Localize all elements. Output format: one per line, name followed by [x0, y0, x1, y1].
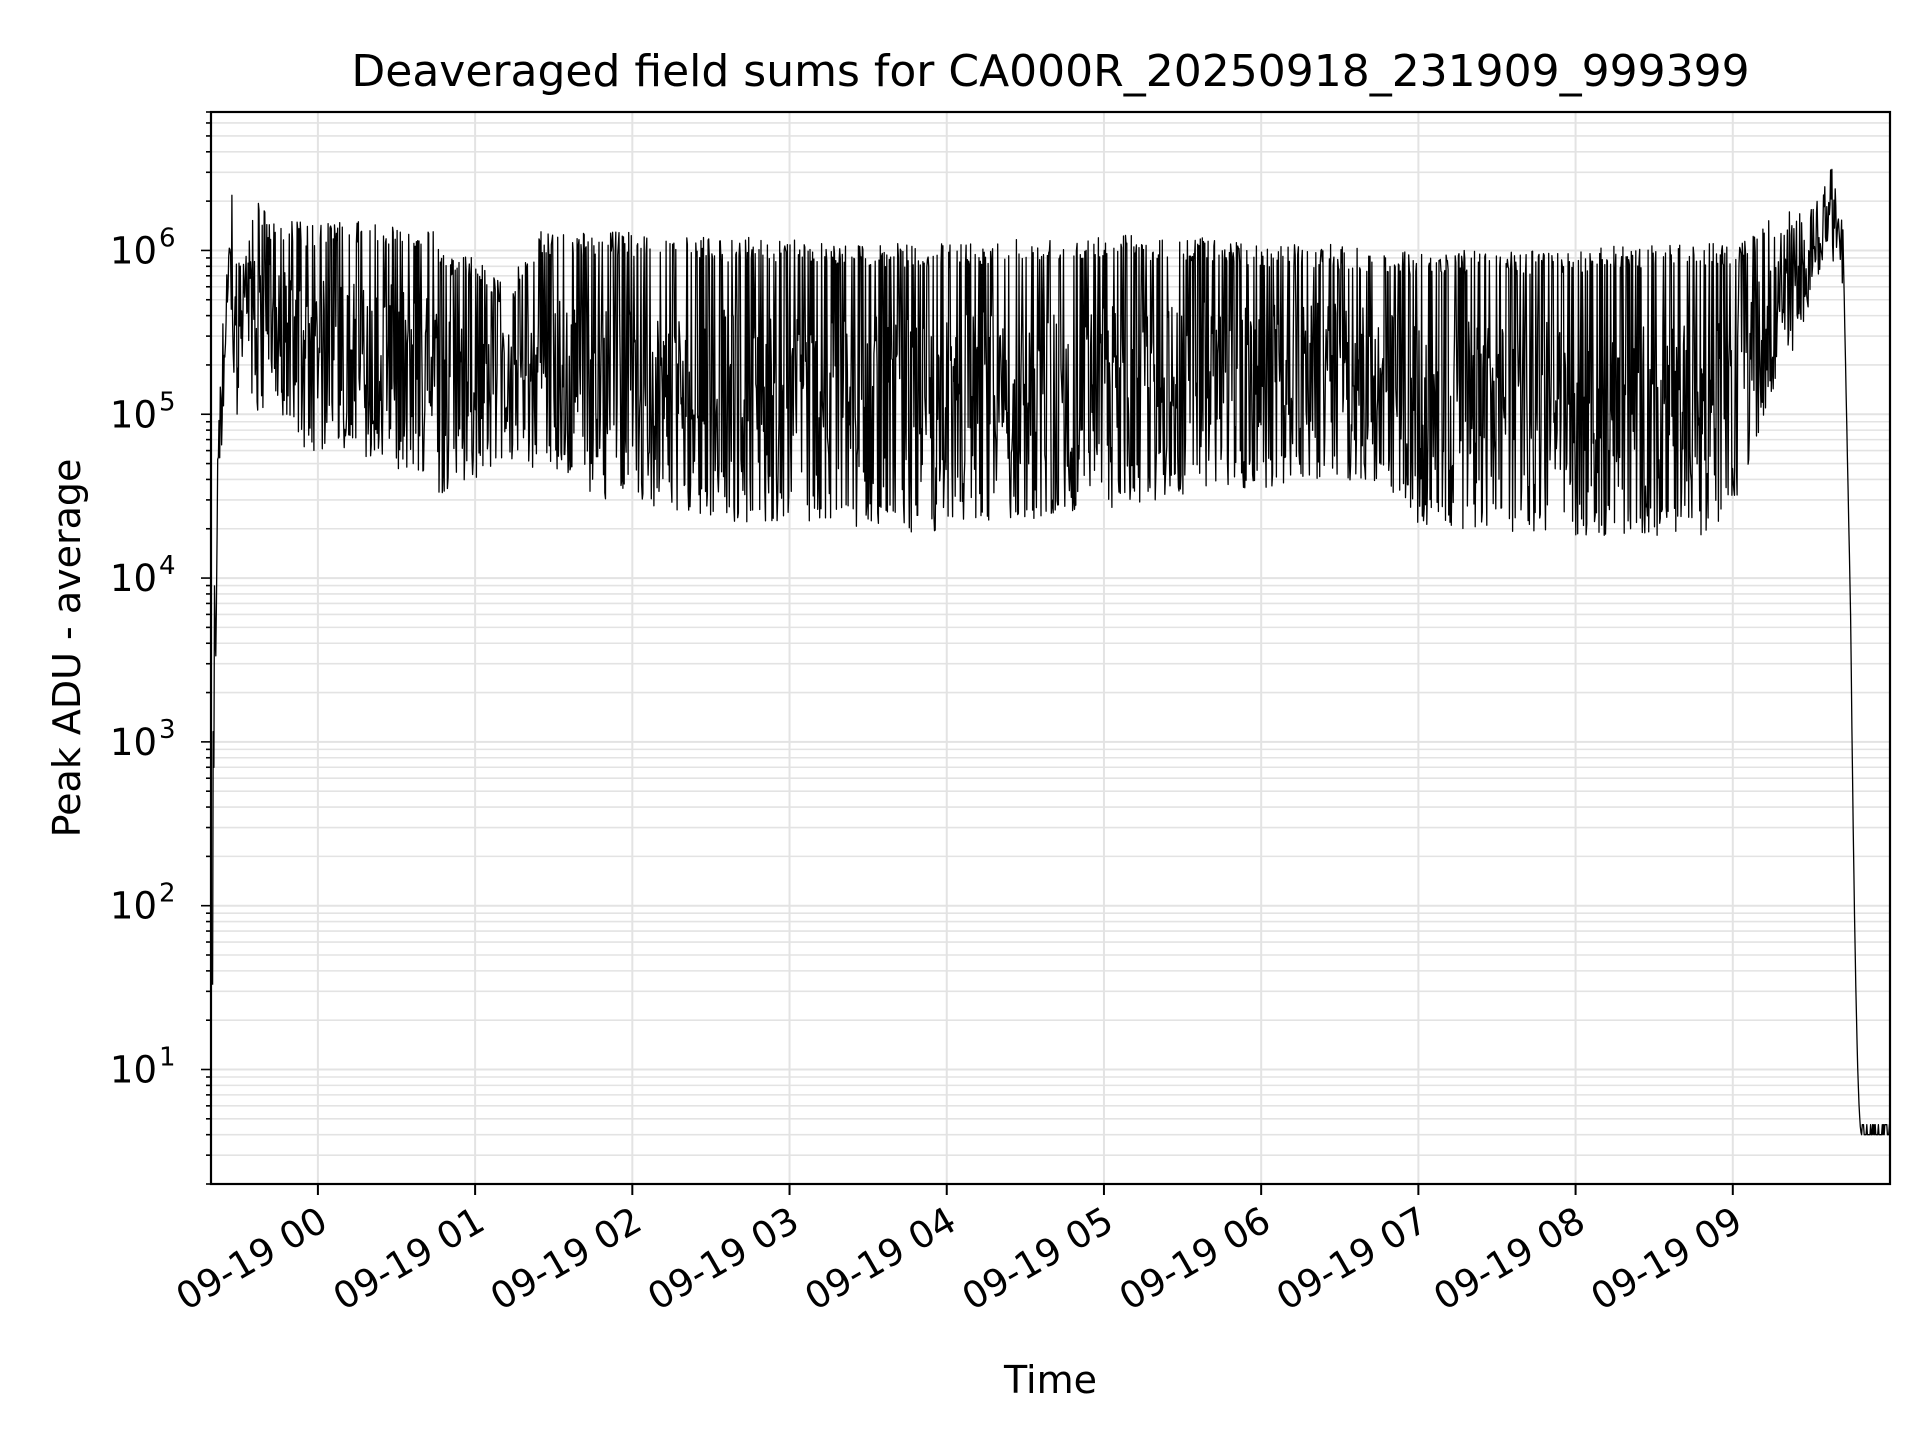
y-tick-exponent: 2	[159, 879, 176, 909]
y-tick-exponent: 4	[159, 551, 176, 581]
y-tick-base: 10	[110, 721, 157, 764]
y-tick-label: 10	[110, 229, 157, 272]
y-tick-exponent: 3	[159, 715, 176, 745]
chart-title: Deaveraged field sums for CA000R_2025091…	[351, 46, 1749, 97]
y-tick-label: 10	[110, 557, 157, 600]
y-tick-label: 10	[110, 1049, 157, 1092]
y-tick-base: 10	[110, 557, 157, 600]
y-tick-label: 10	[110, 393, 157, 436]
plot-frame	[209, 110, 1892, 1186]
y-tick-base: 10	[110, 885, 157, 928]
y-tick-label: 10	[110, 885, 157, 928]
y-tick-exponent: 5	[159, 387, 176, 417]
y-tick-exponent: 1	[159, 1043, 176, 1073]
series-layer	[211, 168, 1891, 1136]
y-tick-base: 10	[110, 1049, 157, 1092]
y-axis-label: Peak ADU - average	[45, 459, 89, 838]
y-tick-base: 10	[110, 229, 157, 272]
y-tick-base: 10	[110, 393, 157, 436]
series-line	[211, 168, 1891, 1136]
x-axis-label: Time	[1003, 1358, 1097, 1402]
y-tick-exponent: 6	[159, 223, 176, 253]
y-tick-label: 10	[110, 721, 157, 764]
